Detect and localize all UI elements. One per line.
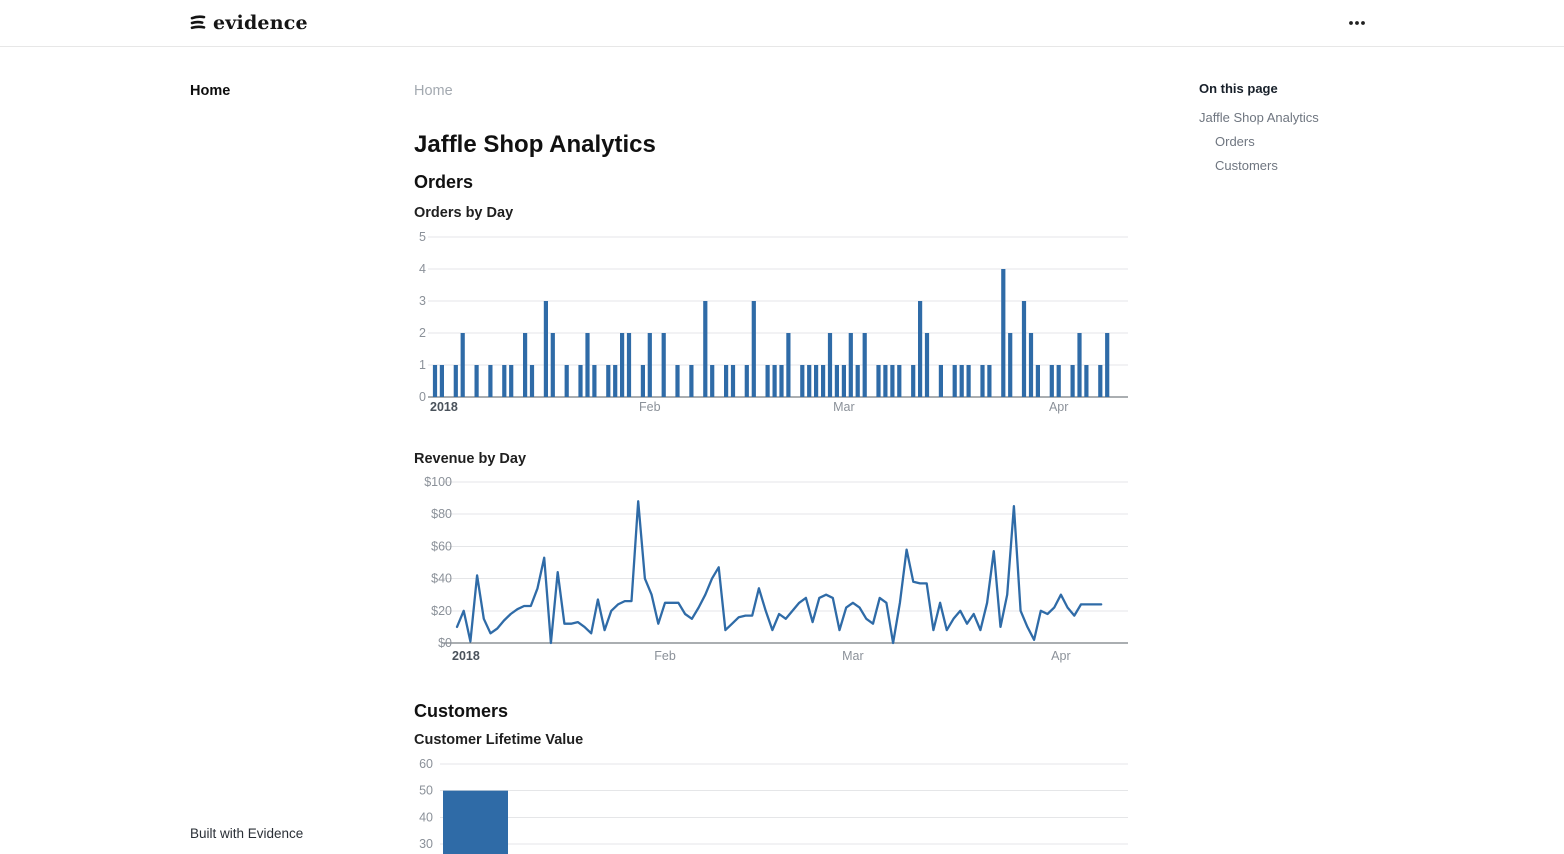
- svg-text:Apr: Apr: [1049, 400, 1068, 414]
- svg-text:$60: $60: [431, 539, 452, 553]
- breadcrumb[interactable]: Home: [414, 83, 453, 99]
- main-content: Home Jaffle Shop Analytics Orders Orders…: [414, 82, 1128, 854]
- svg-text:3: 3: [419, 294, 426, 308]
- toc-list: Jaffle Shop Analytics Orders Customers: [1199, 111, 1374, 173]
- svg-text:Mar: Mar: [833, 400, 855, 414]
- overflow-menu-button[interactable]: [1342, 9, 1372, 37]
- svg-text:30: 30: [419, 837, 433, 851]
- svg-text:50: 50: [419, 784, 433, 798]
- chart-title-orders-by-day: Orders by Day: [414, 205, 514, 221]
- toc-item-orders[interactable]: Orders: [1215, 134, 1255, 149]
- svg-text:60: 60: [419, 758, 433, 771]
- toc-title: On this page: [1199, 81, 1278, 96]
- ellipsis-icon: [1349, 21, 1365, 25]
- section-heading-orders: Orders: [414, 172, 474, 192]
- svg-text:$40: $40: [431, 572, 452, 586]
- section-heading-customers: Customers: [414, 701, 509, 721]
- chart-title-revenue-by-day: Revenue by Day: [414, 451, 527, 467]
- svg-text:2018: 2018: [452, 649, 480, 663]
- svg-text:1: 1: [419, 358, 426, 372]
- svg-text:5: 5: [419, 231, 426, 244]
- toc: On this page Jaffle Shop Analytics Order…: [1199, 82, 1374, 854]
- toc-item-customers[interactable]: Customers: [1215, 158, 1278, 173]
- svg-text:40: 40: [419, 810, 433, 824]
- evidence-logo[interactable]: evidence: [190, 12, 308, 34]
- svg-text:Feb: Feb: [654, 649, 676, 663]
- svg-text:Mar: Mar: [842, 649, 864, 663]
- sidebar: Home: [190, 82, 414, 854]
- sidebar-item-home[interactable]: Home: [190, 83, 231, 99]
- svg-text:$0: $0: [438, 636, 452, 650]
- app-header: evidence: [0, 0, 1564, 47]
- revenue-by-day-chart[interactable]: $0 $20 $40 $60 $80 $100 2018 Feb Mar Apr: [414, 471, 1128, 667]
- logo-wordmark: evidence: [213, 12, 308, 34]
- svg-text:0: 0: [419, 390, 426, 404]
- svg-text:$80: $80: [431, 507, 452, 521]
- page-title: Jaffle Shop Analytics: [414, 131, 656, 158]
- customer-lifetime-value-chart[interactable]: 60 50 40 30: [414, 758, 1128, 854]
- built-with-evidence-link[interactable]: Built with Evidence: [190, 826, 304, 841]
- svg-text:$20: $20: [431, 604, 452, 618]
- evidence-logo-icon: [190, 15, 206, 30]
- content-layout: Home Home Jaffle Shop Analytics Orders O…: [190, 47, 1374, 854]
- orders-by-day-chart[interactable]: 0 1 2 3 4 5 2018 Feb Mar Apr: [414, 231, 1128, 417]
- svg-text:Apr: Apr: [1051, 649, 1070, 663]
- chart-title-customer-lifetime-value: Customer Lifetime Value: [414, 732, 584, 748]
- svg-text:$100: $100: [424, 475, 452, 489]
- svg-text:2: 2: [419, 326, 426, 340]
- svg-text:2018: 2018: [430, 400, 458, 414]
- toc-item-jaffle-shop-analytics[interactable]: Jaffle Shop Analytics: [1199, 110, 1319, 125]
- svg-text:4: 4: [419, 262, 426, 276]
- svg-text:Feb: Feb: [639, 400, 661, 414]
